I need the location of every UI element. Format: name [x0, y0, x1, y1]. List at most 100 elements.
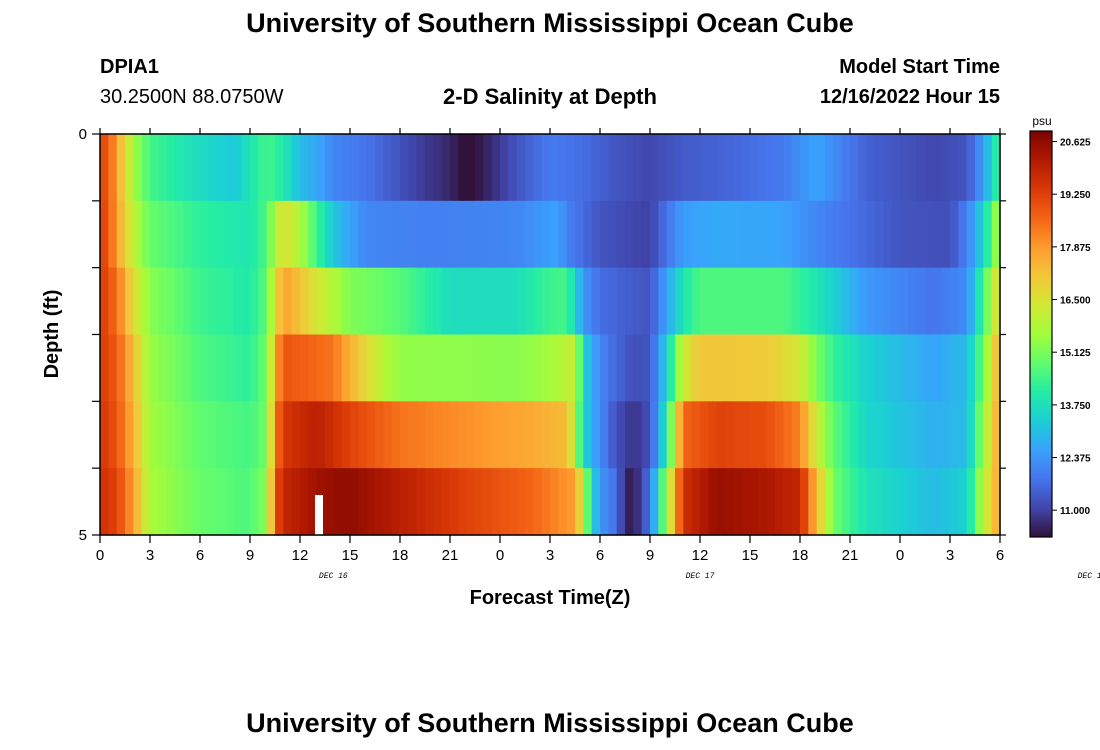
heatmap-cell: [925, 134, 934, 202]
heatmap-cell: [391, 267, 401, 336]
heatmap-cell: [425, 200, 434, 269]
heatmap-cell: [308, 267, 318, 336]
heatmap-cell: [316, 334, 326, 402]
heatmap-cell: [366, 334, 376, 402]
heatmap-cell: [800, 334, 809, 402]
heatmap-cell: [216, 334, 226, 402]
heatmap-cell: [458, 334, 468, 402]
heatmap-cell: [783, 468, 793, 536]
heatmap-cell: [133, 468, 143, 536]
heatmap-cell: [275, 401, 284, 469]
heatmap-cell: [391, 134, 401, 202]
heatmap-cell: [883, 468, 893, 536]
heatmap-cell: [450, 267, 459, 336]
heatmap-cell: [208, 267, 218, 336]
heatmap-cell: [741, 334, 751, 402]
heatmap-cell: [758, 134, 768, 202]
heatmap-cell: [116, 200, 126, 269]
heatmap-cell: [150, 267, 159, 336]
heatmap-cell: [608, 200, 618, 269]
heatmap-cell: [825, 200, 834, 269]
heatmap-cell: [208, 468, 218, 536]
colorbar-tick-label: 19.250: [1060, 190, 1091, 201]
heatmap-cell: [216, 134, 226, 202]
heatmap-cell: [416, 267, 426, 336]
heatmap-cell: [483, 334, 493, 402]
heatmap-cell: [775, 134, 784, 202]
heatmap-cell: [716, 401, 726, 469]
heatmap-cell: [941, 334, 951, 402]
heatmap-cell: [316, 401, 326, 469]
heatmap-cell: [550, 401, 559, 469]
heatmap-cell: [900, 401, 909, 469]
heatmap-cell: [800, 401, 809, 469]
heatmap-cell: [600, 200, 609, 269]
x-tick-label: 6: [996, 547, 1004, 564]
heatmap-cell: [541, 334, 551, 402]
heatmap-cell: [575, 134, 584, 202]
heatmap-cell: [425, 334, 434, 402]
heatmap-cell: [283, 267, 293, 336]
heatmap-cell: [650, 401, 659, 469]
heatmap-cell: [433, 200, 443, 269]
heatmap-cell: [450, 134, 459, 202]
heatmap-cell: [958, 334, 968, 402]
heatmap-cell: [358, 200, 368, 269]
heatmap-cell: [550, 267, 559, 336]
heatmap-cell: [816, 468, 826, 536]
heatmap-cell: [666, 401, 676, 469]
heatmap-cell: [825, 134, 834, 202]
heatmap-cell: [166, 200, 176, 269]
heatmap-cell: [950, 200, 959, 269]
heatmap-cell: [933, 401, 943, 469]
x-axis-label: Forecast Time(Z): [470, 587, 631, 609]
heatmap-cell: [266, 468, 276, 536]
heatmap-cell: [358, 267, 368, 336]
colorbar-tick-label: 15.125: [1060, 348, 1091, 359]
heatmap-cell: [916, 267, 926, 336]
heatmap-cell: [991, 334, 1001, 402]
heatmap-cell: [783, 134, 793, 202]
heatmap-cell: [675, 401, 684, 469]
heatmap-cell: [516, 334, 526, 402]
heatmap-cell: [250, 401, 259, 469]
heatmap-cell: [266, 334, 276, 402]
heatmap-cell: [283, 401, 293, 469]
heatmap-cell: [250, 468, 259, 536]
heatmap-cell: [375, 134, 384, 202]
heatmap-cell: [175, 267, 184, 336]
heatmap-cell: [941, 134, 951, 202]
heatmap-cell: [191, 401, 201, 469]
heatmap-cell: [116, 401, 126, 469]
heatmap-cell: [641, 267, 651, 336]
heatmap-cell: [516, 401, 526, 469]
heatmap-cell: [641, 134, 651, 202]
heatmap-cell: [341, 468, 351, 536]
heatmap-cell: [616, 468, 626, 536]
heatmap-cell: [675, 267, 684, 336]
heatmap-cell: [641, 200, 651, 269]
heatmap-cell: [741, 134, 751, 202]
heatmap-cell: [466, 401, 476, 469]
heatmap-cell: [966, 267, 976, 336]
heatmap-cell: [808, 334, 818, 402]
heatmap-cell: [658, 334, 668, 402]
heatmap-cell: [125, 267, 134, 336]
heatmap-cell: [591, 134, 601, 202]
heatmap-cell: [600, 267, 609, 336]
heatmap-cell: [566, 401, 576, 469]
heatmap-cell: [791, 267, 801, 336]
heatmap-cell: [875, 468, 884, 536]
heatmap-cell: [608, 401, 618, 469]
heatmap-cell: [866, 134, 876, 202]
heatmap-cell: [941, 401, 951, 469]
heatmap-cell: [366, 468, 376, 536]
heatmap-cell: [425, 134, 434, 202]
heatmap-cell: [875, 134, 884, 202]
heatmap-cell: [291, 200, 301, 269]
heatmap-cell: [666, 200, 676, 269]
heatmap-cell: [775, 200, 784, 269]
heatmap-cell: [291, 267, 301, 336]
heatmap-cell: [983, 267, 993, 336]
heatmap-cell: [466, 134, 476, 202]
